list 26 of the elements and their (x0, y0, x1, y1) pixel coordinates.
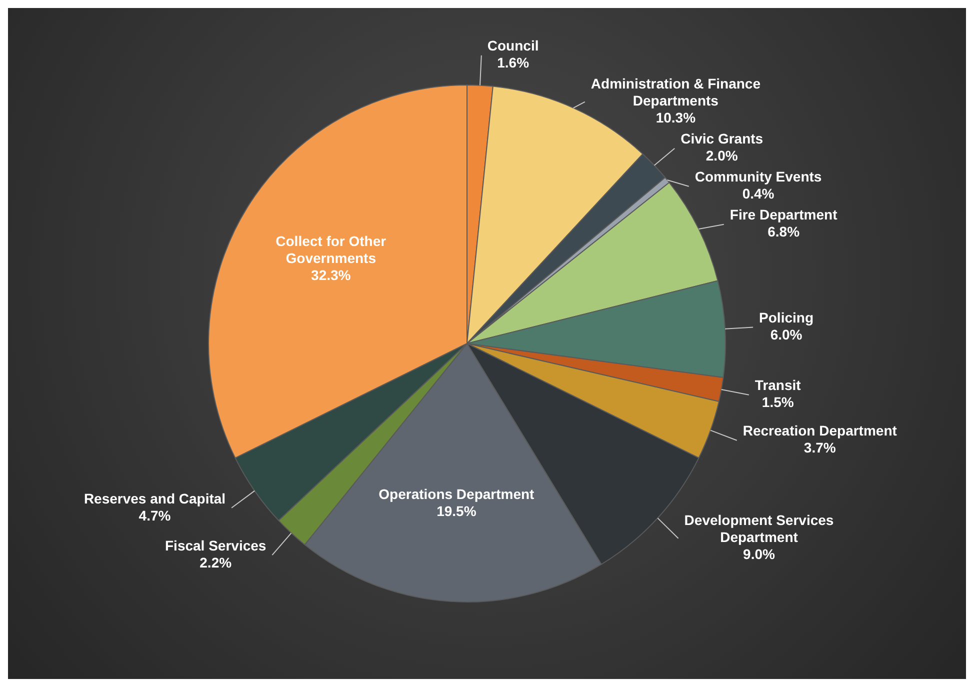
data-label: 1.5% (762, 394, 794, 410)
slice-label: Community Events (694, 168, 822, 185)
slice-label: Fire Department (730, 206, 838, 223)
data-label: 10.3% (656, 110, 696, 126)
data-label: 0.4% (742, 186, 775, 202)
data-label: 9.0% (743, 546, 776, 562)
slice-label: Transit (754, 377, 802, 394)
data-label: 6.0% (770, 326, 803, 343)
data-label: 19.5% (436, 502, 477, 519)
slice-label: Fiscal Services (165, 537, 266, 554)
slice-label: Policing (759, 310, 814, 326)
data-label: 4.7% (138, 507, 172, 524)
data-label: 32.3% (311, 266, 352, 283)
slice-label: Civic Grants (680, 130, 764, 147)
slice-label: Operations Department (378, 486, 535, 502)
data-label: 2.2% (200, 554, 232, 570)
slice-label: Council (487, 38, 539, 54)
data-label: 6.8% (768, 224, 800, 240)
slice-label: Development Services Department (684, 512, 834, 546)
slice-label: Administration & Finance Departments (590, 76, 761, 109)
data-label: 2.0% (706, 148, 738, 164)
slice-label: Collect for Other Governments (276, 232, 387, 266)
slice-label: Recreation Department (742, 422, 898, 439)
data-label: 1.6% (497, 54, 530, 71)
data-label: 3.7% (804, 440, 836, 456)
slice-label: Reserves and Capital (84, 490, 226, 506)
